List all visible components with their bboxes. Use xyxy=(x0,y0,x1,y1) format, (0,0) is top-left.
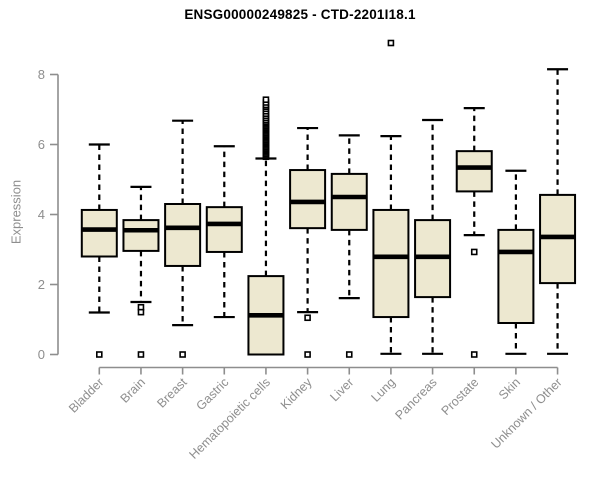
outlier-point xyxy=(137,308,145,316)
y-tick-label: 0 xyxy=(38,347,45,362)
y-tick-label: 6 xyxy=(38,137,45,152)
x-tick-label: Pancreas xyxy=(392,375,439,422)
outlier-point xyxy=(304,351,311,358)
outlier-point xyxy=(387,39,395,47)
box-gastric xyxy=(205,206,243,253)
outlier-point xyxy=(304,314,311,322)
x-tick-label: Liver xyxy=(327,375,356,404)
x-tick-label: Kidney xyxy=(278,375,315,412)
box-brain xyxy=(122,219,160,252)
outlier-point xyxy=(345,351,353,358)
box-prostate xyxy=(455,150,493,193)
x-tick-label: Prostate xyxy=(439,375,482,418)
box-skin xyxy=(497,228,535,324)
x-tick-label: Brain xyxy=(118,375,149,406)
outlier-point xyxy=(179,351,186,358)
box-lung xyxy=(372,208,410,319)
box-breast xyxy=(164,203,202,267)
box-kidney xyxy=(289,169,327,230)
y-tick-label: 2 xyxy=(38,277,45,292)
outlier-point xyxy=(137,351,145,358)
chart-title: ENSG00000249825 - CTD-2201I18.1 xyxy=(184,7,416,22)
outlier-point xyxy=(470,248,478,256)
x-tick-label: Breast xyxy=(154,375,190,411)
x-tick-label: Hematopoietic cells xyxy=(187,375,274,462)
x-tick-label: Skin xyxy=(496,375,523,402)
outlier-point xyxy=(96,351,103,358)
x-tick-label: Gastric xyxy=(194,375,232,413)
box-liver xyxy=(330,172,368,231)
box-bladder xyxy=(80,208,118,258)
x-tick-label: Unknown / Other xyxy=(488,375,564,451)
outlier-point xyxy=(470,351,478,358)
y-tick-label: 8 xyxy=(38,67,45,82)
x-tick-label: Lung xyxy=(368,375,398,405)
x-tick-label: Bladder xyxy=(66,375,106,415)
y-tick-label: 4 xyxy=(38,207,45,222)
outlier-point xyxy=(262,96,270,103)
